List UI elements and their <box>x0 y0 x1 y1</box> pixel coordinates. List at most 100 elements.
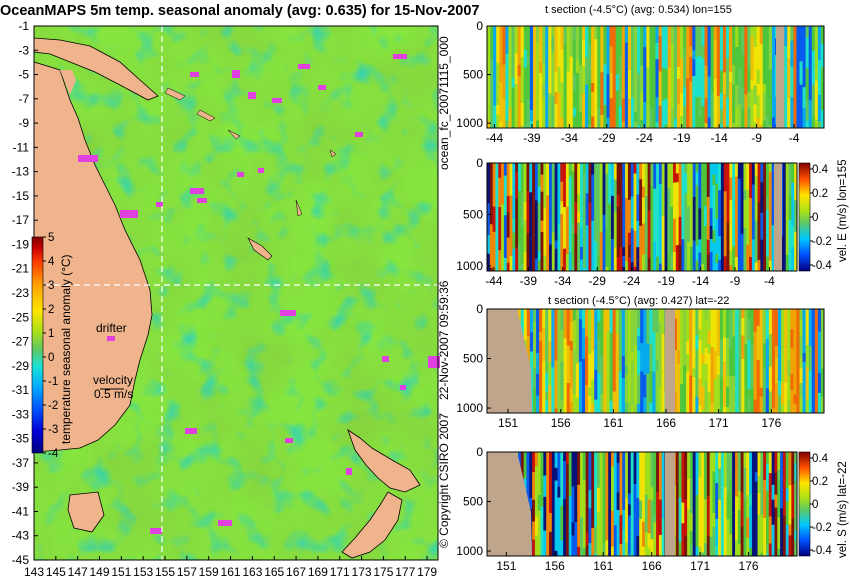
section-cell <box>570 402 573 413</box>
section-cell <box>566 163 569 207</box>
section-cell <box>656 163 659 194</box>
section-cell <box>625 374 628 403</box>
section-cell <box>510 163 513 196</box>
section-cell <box>613 357 616 392</box>
lat-tick-label: -11 <box>13 140 30 154</box>
lat-tick-label: -25 <box>12 310 30 324</box>
section-cell <box>527 336 530 354</box>
section-cell <box>533 321 536 369</box>
section-cell <box>729 376 732 413</box>
section-cell <box>634 484 637 520</box>
section-cell <box>567 72 570 88</box>
section-cell <box>646 26 649 68</box>
section-cell <box>689 95 692 128</box>
section-cell <box>775 346 778 358</box>
section-cell <box>686 78 689 103</box>
section-cell <box>619 515 622 544</box>
section-cell <box>653 514 656 523</box>
section-cell <box>786 525 789 556</box>
section-cell <box>557 309 560 351</box>
lat-tick-label: -31 <box>12 383 30 397</box>
section-cell <box>684 483 687 499</box>
section-cell <box>650 487 653 500</box>
section-cell <box>653 522 656 556</box>
section-cell <box>689 375 692 396</box>
lat-tick-label: -39 <box>12 480 30 494</box>
section-cell <box>673 260 676 271</box>
section-cell <box>526 191 529 233</box>
section-cell <box>698 330 701 340</box>
section-cell <box>696 521 699 547</box>
section-cell <box>799 309 802 320</box>
section-cell <box>777 549 780 556</box>
section-cell <box>625 43 628 90</box>
section-cell <box>769 367 772 392</box>
x-tick-label: 151 <box>498 416 518 430</box>
section-cell <box>741 190 744 234</box>
section-cell <box>806 26 809 38</box>
section-cell <box>496 63 499 105</box>
section-cell <box>619 163 622 182</box>
section-cell <box>789 485 792 524</box>
section-cell <box>732 494 735 513</box>
section-cell <box>643 87 646 102</box>
section-cell <box>529 192 532 239</box>
section-cell <box>532 234 535 258</box>
section-cell <box>701 106 704 128</box>
section-cell <box>622 256 625 267</box>
section-cell <box>743 228 746 271</box>
section-cell <box>566 254 569 269</box>
section-cell <box>515 172 518 198</box>
section-cell <box>631 452 634 496</box>
section-cell <box>545 392 548 401</box>
section-cell <box>715 254 718 263</box>
lon-tick-label: 153 <box>133 565 153 579</box>
section-cell <box>766 163 769 196</box>
section-cell <box>594 452 597 497</box>
section-cell <box>679 498 682 543</box>
section-cell <box>712 185 715 207</box>
section-cell <box>530 54 533 66</box>
section-cell <box>812 327 815 352</box>
section-cell <box>667 189 670 213</box>
section-cell <box>542 98 545 128</box>
section-cell <box>557 524 560 556</box>
section-cell <box>588 26 591 44</box>
section-cell <box>549 540 552 556</box>
section-cell <box>784 401 787 413</box>
section-cell <box>744 43 747 85</box>
section-cell <box>755 176 758 221</box>
section-cell <box>555 468 558 481</box>
section-cell <box>662 100 665 128</box>
section-cell <box>695 26 698 38</box>
section-cell <box>778 381 781 395</box>
section-cell <box>501 204 504 216</box>
section-cell <box>649 107 652 128</box>
section-cell <box>668 105 671 128</box>
section-cell <box>712 242 715 271</box>
section-cell <box>586 505 589 515</box>
section-cell <box>585 385 588 413</box>
section-cell <box>628 504 631 515</box>
section-cell <box>611 547 614 556</box>
section-cell <box>586 266 589 271</box>
section-cell <box>783 484 786 516</box>
section-cell <box>616 91 619 127</box>
section-cell <box>653 163 656 189</box>
section-cell <box>791 452 794 485</box>
section-cell <box>625 90 628 125</box>
section-cell <box>535 171 538 200</box>
section-cell <box>597 321 600 338</box>
section-cell <box>747 309 750 318</box>
section-cell <box>557 225 560 256</box>
section-cell <box>557 392 560 406</box>
section-cell <box>763 163 766 195</box>
cb-tick-label: 0.2 <box>812 476 828 488</box>
section-cell <box>606 74 609 118</box>
section-cell <box>652 372 655 413</box>
section-cell <box>564 44 567 70</box>
section-cell <box>524 50 527 68</box>
section-cell <box>760 397 763 413</box>
section-cell <box>720 309 723 340</box>
section-cell <box>535 259 538 271</box>
